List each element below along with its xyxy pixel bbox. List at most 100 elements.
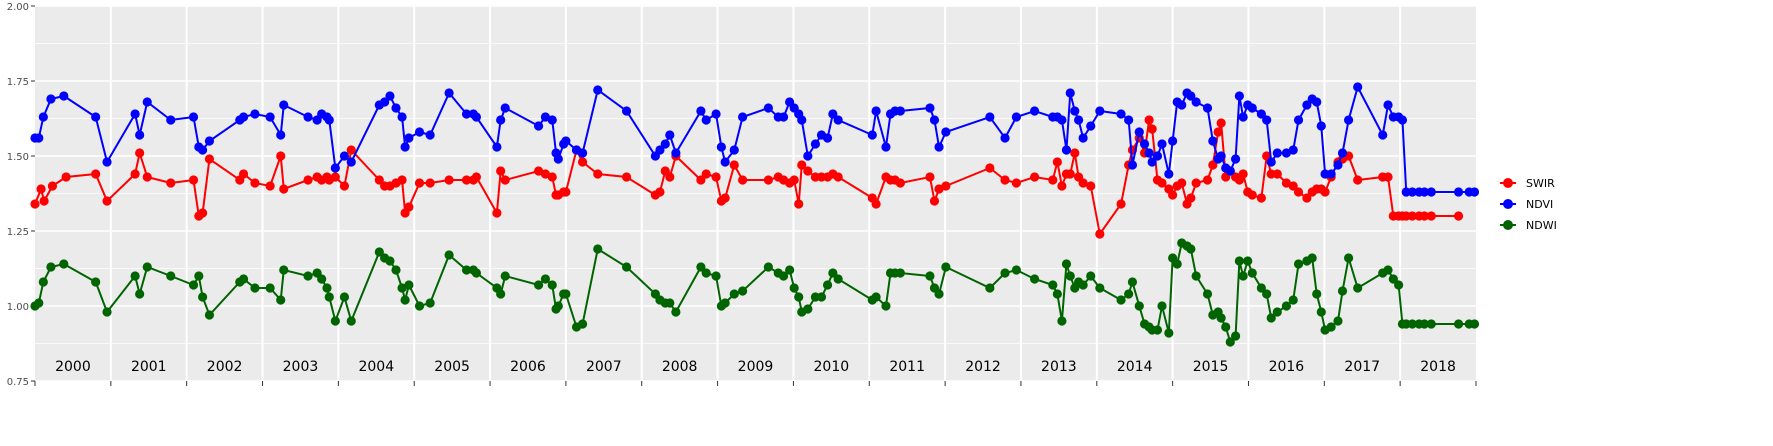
y-tick-label: 2.00	[7, 2, 29, 13]
point-ndwi	[1272, 307, 1282, 317]
point-swir	[871, 199, 881, 209]
point-ndvi	[1378, 130, 1388, 140]
point-ndvi	[1065, 88, 1075, 98]
point-swir	[461, 175, 472, 185]
year-label: 2010	[814, 359, 850, 375]
point-ndvi	[1157, 139, 1167, 149]
point-ndwi	[1086, 271, 1096, 281]
point-swir	[1070, 148, 1080, 158]
point-ndwi	[1225, 337, 1235, 347]
point-ndwi	[1453, 319, 1464, 329]
point-swir	[142, 172, 152, 182]
year-label: 2017	[1344, 359, 1380, 375]
point-swir	[1065, 169, 1075, 179]
point-swir	[1383, 172, 1393, 182]
point-ndvi	[1230, 154, 1241, 164]
y-tick-label: 1.50	[7, 152, 29, 163]
point-ndwi	[1394, 280, 1404, 290]
point-swir	[655, 187, 665, 197]
year-label: 2016	[1269, 359, 1305, 375]
point-ndwi	[1172, 259, 1182, 269]
point-swir	[303, 175, 313, 185]
point-ndvi	[1208, 136, 1218, 146]
point-ndwi	[166, 271, 176, 281]
year-label: 2000	[55, 359, 91, 375]
point-ndvi	[1152, 151, 1163, 161]
point-ndwi	[547, 280, 557, 290]
point-swir	[1147, 124, 1157, 134]
point-ndvi	[1057, 115, 1067, 125]
year-label: 2007	[586, 359, 622, 375]
point-swir	[404, 202, 414, 212]
point-ndvi	[763, 103, 773, 113]
point-ndvi	[1293, 115, 1304, 125]
point-ndvi	[803, 151, 813, 161]
point-ndwi	[1078, 280, 1088, 290]
point-ndwi	[279, 265, 289, 275]
point-ndwi	[1262, 289, 1272, 299]
point-ndvi	[265, 112, 275, 122]
point-ndwi	[204, 310, 215, 320]
point-ndvi	[1397, 115, 1408, 125]
point-swir	[1011, 178, 1021, 188]
point-ndvi	[1407, 187, 1417, 197]
point-ndwi	[785, 265, 795, 275]
point-ndvi	[444, 88, 454, 98]
point-swir	[833, 172, 843, 182]
point-ndwi	[102, 307, 112, 317]
point-ndvi	[324, 115, 334, 125]
point-ndvi	[1337, 148, 1348, 158]
point-ndwi	[1426, 319, 1436, 329]
point-ndvi	[1256, 109, 1266, 119]
point-ndwi	[59, 259, 69, 269]
point-swir	[1116, 199, 1126, 209]
point-swir	[1293, 187, 1304, 197]
point-swir	[36, 184, 46, 194]
point-ndvi	[1316, 121, 1326, 131]
point-ndwi	[803, 304, 813, 314]
point-ndwi	[621, 262, 632, 272]
point-ndwi	[1333, 316, 1343, 326]
point-ndwi	[729, 289, 739, 299]
point-ndvi	[1343, 115, 1354, 125]
point-ndwi	[1057, 316, 1067, 326]
point-ndvi	[593, 85, 603, 95]
point-swir	[1216, 118, 1226, 128]
point-ndwi	[238, 274, 249, 284]
point-ndwi	[1052, 289, 1062, 299]
point-ndvi	[701, 115, 711, 125]
point-ndwi	[1266, 313, 1276, 323]
point-ndvi	[822, 133, 833, 143]
point-ndvi	[1000, 133, 1010, 143]
point-ndvi	[1144, 148, 1154, 158]
point-ndvi	[1127, 160, 1138, 170]
point-ndvi	[1011, 112, 1021, 122]
point-swir	[1095, 229, 1105, 239]
point-ndwi	[46, 262, 56, 272]
year-label: 2005	[434, 359, 470, 375]
point-ndwi	[895, 268, 905, 278]
point-ndwi	[1407, 319, 1417, 329]
point-swir	[1256, 193, 1266, 203]
point-ndvi	[561, 136, 571, 146]
point-swir	[1208, 160, 1218, 170]
point-ndwi	[665, 298, 675, 308]
point-ndvi	[720, 157, 730, 167]
point-ndvi	[34, 133, 44, 143]
point-swir	[265, 181, 275, 191]
point-ndvi	[665, 130, 675, 140]
point-swir	[1057, 181, 1067, 191]
point-ndvi	[346, 157, 356, 167]
point-ndwi	[1234, 256, 1244, 266]
y-tick-label: 1.75	[7, 77, 29, 88]
point-ndwi	[1157, 301, 1167, 311]
point-swir	[1247, 190, 1257, 200]
point-ndwi	[1256, 283, 1266, 293]
point-ndwi	[1095, 283, 1105, 293]
point-ndvi	[461, 109, 472, 119]
point-ndwi	[135, 289, 145, 299]
point-ndvi	[1139, 139, 1150, 149]
point-swir	[577, 157, 588, 167]
point-ndvi	[577, 148, 588, 158]
